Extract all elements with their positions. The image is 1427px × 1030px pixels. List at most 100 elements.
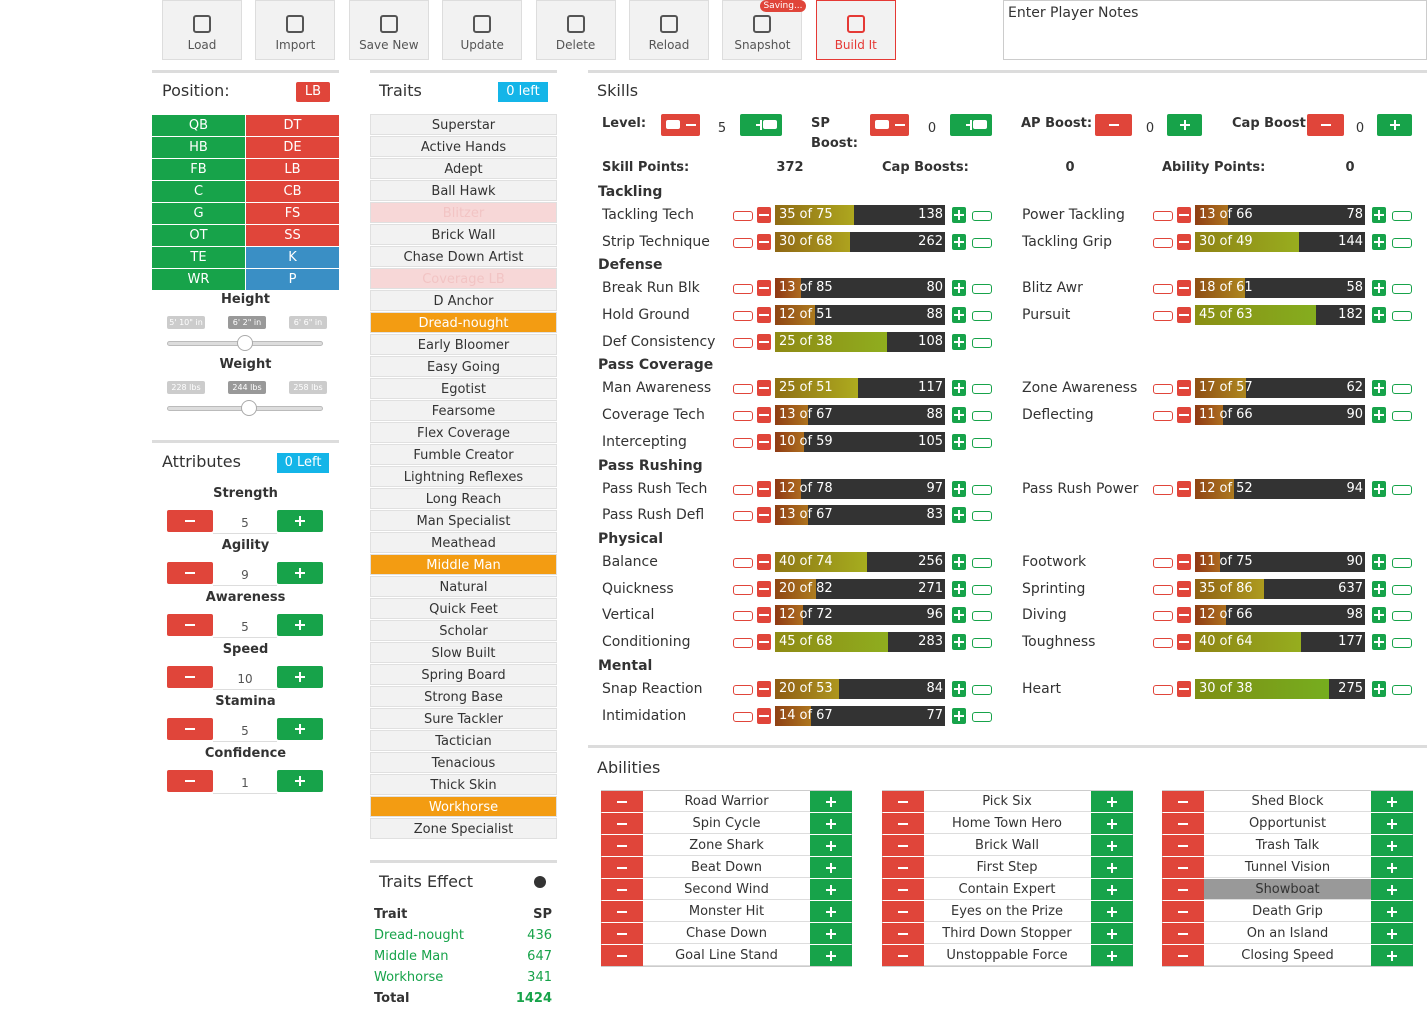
plus-button[interactable] — [1372, 307, 1386, 324]
minus-button[interactable] — [1162, 813, 1204, 834]
toggle-icon[interactable] — [972, 384, 992, 395]
minus-button[interactable] — [601, 901, 643, 922]
trait-item[interactable]: Early Bloomer — [370, 334, 557, 355]
minus-button[interactable] — [1095, 114, 1132, 136]
ability-name[interactable]: Closing Speed — [1204, 945, 1371, 966]
minus-button[interactable] — [167, 562, 213, 584]
toggle-icon[interactable] — [1392, 384, 1412, 395]
minus-button[interactable] — [892, 116, 908, 134]
plus-button[interactable] — [277, 562, 323, 584]
ability-name[interactable]: Brick Wall — [923, 835, 1091, 856]
toggle-icon[interactable] — [733, 337, 753, 348]
minus-button[interactable] — [601, 945, 643, 966]
ability-name[interactable]: On an Island — [1204, 923, 1371, 944]
plus-button[interactable] — [1372, 580, 1386, 597]
plus-button[interactable] — [810, 945, 852, 966]
toggle-icon[interactable] — [1153, 311, 1173, 322]
toggle-icon[interactable] — [733, 684, 753, 695]
ability-name[interactable]: Showboat — [1204, 879, 1371, 900]
ability-name[interactable]: Home Town Hero — [923, 813, 1091, 834]
position-cell[interactable]: G — [152, 203, 245, 225]
position-cell[interactable]: P — [246, 269, 339, 291]
plus-button[interactable] — [952, 707, 966, 724]
plus-button[interactable] — [1372, 280, 1386, 297]
ability-name[interactable]: Spin Cycle — [643, 813, 810, 834]
plus-button[interactable] — [1371, 923, 1413, 944]
toggle-icon[interactable] — [972, 584, 992, 595]
toggle-icon[interactable] — [1153, 638, 1173, 649]
minus-button[interactable] — [1177, 634, 1191, 651]
toggle-icon[interactable] — [972, 237, 992, 248]
minus-button[interactable] — [601, 923, 643, 944]
trait-item[interactable]: Chase Down Artist — [370, 246, 557, 267]
minus-button[interactable] — [757, 207, 771, 223]
toggle-icon[interactable] — [1392, 684, 1412, 695]
trait-item[interactable]: Adept — [370, 158, 557, 179]
minus-button[interactable] — [757, 434, 771, 450]
ability-name[interactable]: First Step — [923, 857, 1091, 878]
trait-item[interactable]: Spring Board — [370, 664, 557, 685]
plus-button[interactable] — [1377, 114, 1412, 136]
plus-button[interactable] — [1090, 835, 1133, 856]
minus-button[interactable] — [1177, 233, 1191, 250]
trait-item[interactable]: Man Specialist — [370, 510, 557, 531]
toggle-icon[interactable] — [665, 119, 681, 130]
toggle-icon[interactable] — [733, 584, 753, 595]
plus-button[interactable] — [1372, 680, 1386, 697]
toolbar-button[interactable]: Import — [255, 0, 336, 60]
trait-item[interactable]: Brick Wall — [370, 224, 557, 245]
position-cell[interactable]: CB — [246, 181, 339, 203]
toggle-icon[interactable] — [1153, 411, 1173, 422]
position-cell[interactable]: SS — [246, 225, 339, 247]
toggle-icon[interactable] — [1153, 284, 1173, 295]
toggle-icon[interactable] — [972, 638, 992, 649]
minus-button[interactable] — [757, 407, 771, 424]
plus-button[interactable] — [1372, 407, 1386, 424]
minus-button[interactable] — [757, 553, 771, 570]
toggle-icon[interactable] — [972, 484, 992, 495]
ability-name[interactable]: Zone Shark — [643, 835, 810, 856]
minus-button[interactable] — [1177, 553, 1191, 570]
toggle-icon[interactable] — [1392, 557, 1412, 568]
toolbar-button[interactable]: Delete — [535, 0, 616, 60]
minus-button[interactable] — [1177, 480, 1191, 497]
position-cell[interactable]: K — [246, 247, 339, 269]
plus-button[interactable] — [1167, 114, 1202, 136]
minus-button[interactable] — [1177, 207, 1191, 223]
plus-button[interactable] — [952, 634, 966, 651]
position-cell[interactable]: OT — [152, 225, 245, 247]
minus-button[interactable] — [757, 507, 771, 524]
plus-button[interactable] — [952, 280, 966, 297]
plus-button[interactable] — [1090, 879, 1133, 900]
plus-button[interactable] — [952, 480, 966, 497]
position-cell[interactable]: TE — [152, 247, 245, 269]
trait-item[interactable]: Scholar — [370, 620, 557, 641]
minus-button[interactable] — [757, 333, 771, 350]
minus-button[interactable] — [757, 680, 771, 697]
ability-name[interactable]: Beat Down — [643, 857, 810, 878]
ability-name[interactable]: Contain Expert — [923, 879, 1091, 900]
minus-button[interactable] — [881, 813, 924, 834]
trait-item[interactable]: Dread-nought — [370, 312, 557, 333]
plus-button[interactable] — [1371, 879, 1413, 900]
ability-name[interactable]: Road Warrior — [643, 791, 810, 812]
trait-item[interactable]: Thick Skin — [370, 774, 557, 795]
toggle-icon[interactable] — [1392, 584, 1412, 595]
minus-button[interactable] — [1162, 835, 1204, 856]
minus-button[interactable] — [757, 233, 771, 250]
ability-name[interactable]: Opportunist — [1204, 813, 1371, 834]
plus-button[interactable] — [1372, 380, 1386, 397]
plus-button[interactable] — [1372, 207, 1386, 223]
minus-button[interactable] — [757, 634, 771, 651]
minus-button[interactable] — [1177, 680, 1191, 697]
plus-button[interactable] — [952, 680, 966, 697]
ability-name[interactable]: Shed Block — [1204, 791, 1371, 812]
plus-button[interactable] — [810, 901, 852, 922]
toggle-icon[interactable] — [1153, 611, 1173, 622]
toolbar-button[interactable]: Load — [162, 0, 242, 60]
toggle-icon[interactable] — [733, 237, 753, 248]
toggle-icon[interactable] — [733, 711, 753, 722]
ability-name[interactable]: Tunnel Vision — [1204, 857, 1371, 878]
trait-item[interactable]: Active Hands — [370, 136, 557, 157]
minus-button[interactable] — [1162, 901, 1204, 922]
